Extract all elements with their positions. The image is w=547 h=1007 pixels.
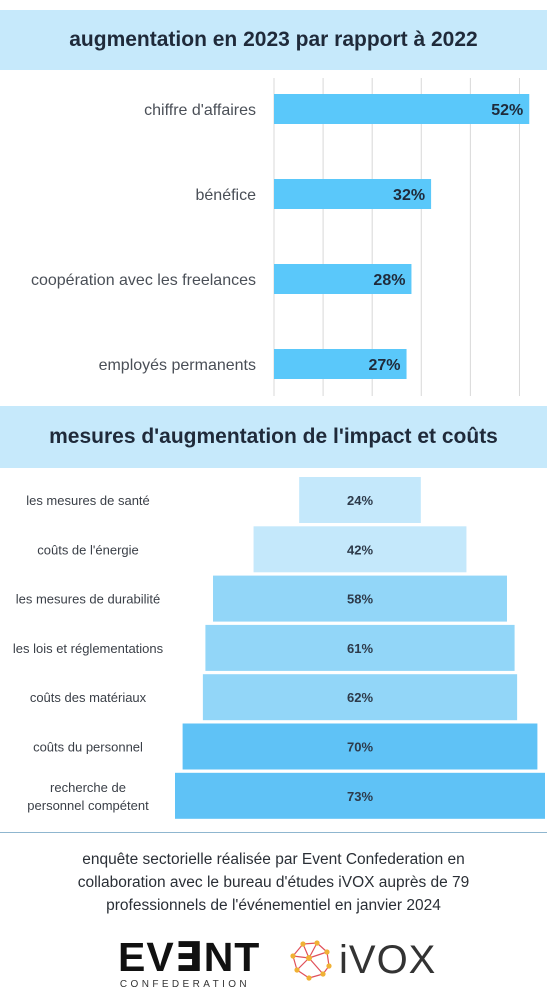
bar <box>182 723 538 770</box>
bar <box>274 349 407 379</box>
ivox-network-icon <box>290 940 332 981</box>
category-label: coûts des matériaux <box>30 690 147 705</box>
bar <box>253 526 467 573</box>
bar <box>202 674 518 721</box>
footer-line: enquête sectorielle réalisée par Event C… <box>82 851 465 868</box>
value-label: 32% <box>393 187 425 204</box>
chart2-title-banner: mesures d'augmentation de l'impact et co… <box>0 406 547 468</box>
value-label: 52% <box>491 102 523 119</box>
footer-divider <box>0 832 547 833</box>
bar <box>299 477 421 523</box>
category-label: les mesures de santé <box>26 493 150 508</box>
bar <box>213 575 507 622</box>
chart2-svg: 24% les mesures de santé 42% coûts de l'éne… <box>13 477 545 819</box>
ivox-logo: iVOX <box>287 938 436 982</box>
value-label: 62% <box>347 690 373 705</box>
category-label: personnel compétent <box>27 798 149 813</box>
category-label: coûts de l'énergie <box>37 542 139 557</box>
event-logo-word: EV∃NT <box>118 934 261 980</box>
bar <box>274 179 432 209</box>
chart1-title: augmentation en 2023 par rapport à 2022 <box>69 28 478 51</box>
bar <box>274 94 530 124</box>
footer-text: enquête sectorielle réalisée par Event C… <box>20 848 527 917</box>
ivox-logo-word: iVOX <box>339 937 437 982</box>
chart1-title-banner: augmentation en 2023 par rapport à 2022 <box>0 10 547 70</box>
event-confederation-logo: EV∃NT CONFEDERATION <box>118 934 261 991</box>
bar <box>274 264 412 294</box>
value-label: 42% <box>347 542 373 557</box>
value-label: 28% <box>373 272 405 289</box>
category-label: chiffre d'affaires <box>144 102 256 119</box>
footer-line: collaboration avec le bureau d'études iV… <box>77 874 470 891</box>
value-label: 58% <box>347 592 373 607</box>
value-label: 73% <box>347 789 373 804</box>
footer-line: professionnels de l'événementiel en janv… <box>106 897 441 914</box>
chart1-svg: chiffre d'affaires 52% bénéfice 32% coopérat… <box>31 78 530 396</box>
category-label: recherche de <box>50 780 126 795</box>
chart2-title: mesures d'augmentation de l'impact et co… <box>49 425 498 448</box>
category-label: coopération avec les freelances <box>31 272 256 289</box>
category-label: les lois et réglementations <box>13 641 164 656</box>
category-label: les mesures de durabilité <box>16 592 161 607</box>
event-logo-sub: CONFEDERATION <box>119 979 251 990</box>
value-label: 70% <box>347 740 373 755</box>
value-label: 61% <box>347 641 373 656</box>
bar <box>175 772 545 819</box>
category-label: coûts du personnel <box>33 740 143 755</box>
value-label: 27% <box>369 357 401 374</box>
value-label: 24% <box>347 493 373 508</box>
category-label: bénéfice <box>196 187 257 204</box>
bar <box>205 624 515 671</box>
category-label: employés permanents <box>99 357 256 374</box>
